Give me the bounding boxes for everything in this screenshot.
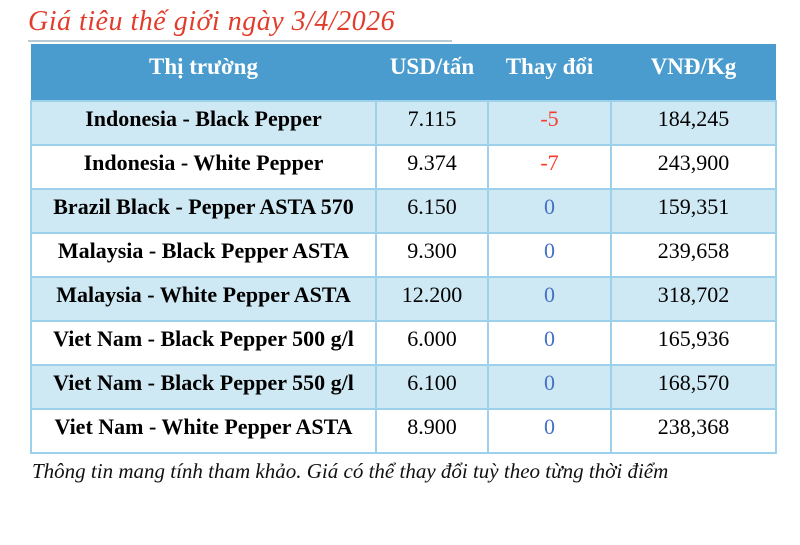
change-cell: 0	[487, 276, 612, 322]
change-cell: -5	[487, 100, 612, 146]
header-row: Thị trường USD/tấn Thay đổi VNĐ/Kg	[31, 44, 776, 101]
page-title: Giá tiêu thế giới ngày 3/4/2026	[28, 6, 396, 37]
vnd-cell: 318,702	[610, 276, 777, 322]
table-row: Viet Nam - Black Pepper 550 g/l 6.100 0 168…	[30, 364, 777, 410]
col-header-usd: USD/tấn	[376, 44, 488, 101]
market-cell: Brazil Black - Pepper ASTA 570	[30, 188, 377, 234]
table-row: Indonesia - White Pepper 9.374 -7 243,900	[30, 144, 777, 190]
table-row: Viet Nam - White Pepper ASTA 8.900 0 238,36…	[30, 408, 777, 454]
change-cell: -7	[487, 144, 612, 190]
col-header-market: Thị trường	[31, 44, 376, 101]
market-cell: Malaysia - White Pepper ASTA	[30, 276, 377, 322]
pepper-price-table: Thị trường USD/tấn Thay đổi VNĐ/Kg Indon…	[30, 44, 777, 454]
change-cell: 0	[487, 320, 612, 366]
vnd-cell: 168,570	[610, 364, 777, 410]
usd-cell: 9.300	[375, 232, 489, 278]
change-cell: 0	[487, 232, 612, 278]
table-row: Indonesia - Black Pepper 7.115 -5 184,245	[30, 100, 777, 146]
usd-cell: 6.000	[375, 320, 489, 366]
table-body: Indonesia - Black Pepper 7.115 -5 184,245 In…	[30, 100, 777, 454]
market-cell: Viet Nam - Black Pepper 500 g/l	[30, 320, 377, 366]
usd-cell: 6.100	[375, 364, 489, 410]
vnd-cell: 238,368	[610, 408, 777, 454]
usd-cell: 7.115	[375, 100, 489, 146]
change-cell: 0	[487, 408, 612, 454]
table-row: Brazil Black - Pepper ASTA 570 6.150 0 159,…	[30, 188, 777, 234]
usd-cell: 6.150	[375, 188, 489, 234]
usd-cell: 8.900	[375, 408, 489, 454]
table-header: Thị trường USD/tấn Thay đổi VNĐ/Kg	[31, 44, 776, 101]
market-cell: Indonesia - White Pepper	[30, 144, 377, 190]
change-cell: 0	[487, 188, 612, 234]
market-cell: Malaysia - Black Pepper ASTA	[30, 232, 377, 278]
vnd-cell: 239,658	[610, 232, 777, 278]
vnd-cell: 184,245	[610, 100, 777, 146]
vnd-cell: 159,351	[610, 188, 777, 234]
col-header-change: Thay đổi	[488, 44, 611, 101]
market-cell: Viet Nam - Black Pepper 550 g/l	[30, 364, 377, 410]
table-row: Viet Nam - Black Pepper 500 g/l 6.000 0 165…	[30, 320, 777, 366]
disclaimer-text: Thông tin mang tính tham khảo. Giá có th…	[32, 459, 669, 483]
title-underline	[28, 40, 452, 42]
table-row: Malaysia - Black Pepper ASTA 9.300 0 239,65…	[30, 232, 777, 278]
usd-cell: 12.200	[375, 276, 489, 322]
col-header-vnd: VNĐ/Kg	[611, 44, 776, 101]
change-cell: 0	[487, 364, 612, 410]
usd-cell: 9.374	[375, 144, 489, 190]
market-cell: Viet Nam - White Pepper ASTA	[30, 408, 377, 454]
vnd-cell: 165,936	[610, 320, 777, 366]
market-cell: Indonesia - Black Pepper	[30, 100, 377, 146]
table-row: Malaysia - White Pepper ASTA 12.200 0 318,7…	[30, 276, 777, 322]
vnd-cell: 243,900	[610, 144, 777, 190]
